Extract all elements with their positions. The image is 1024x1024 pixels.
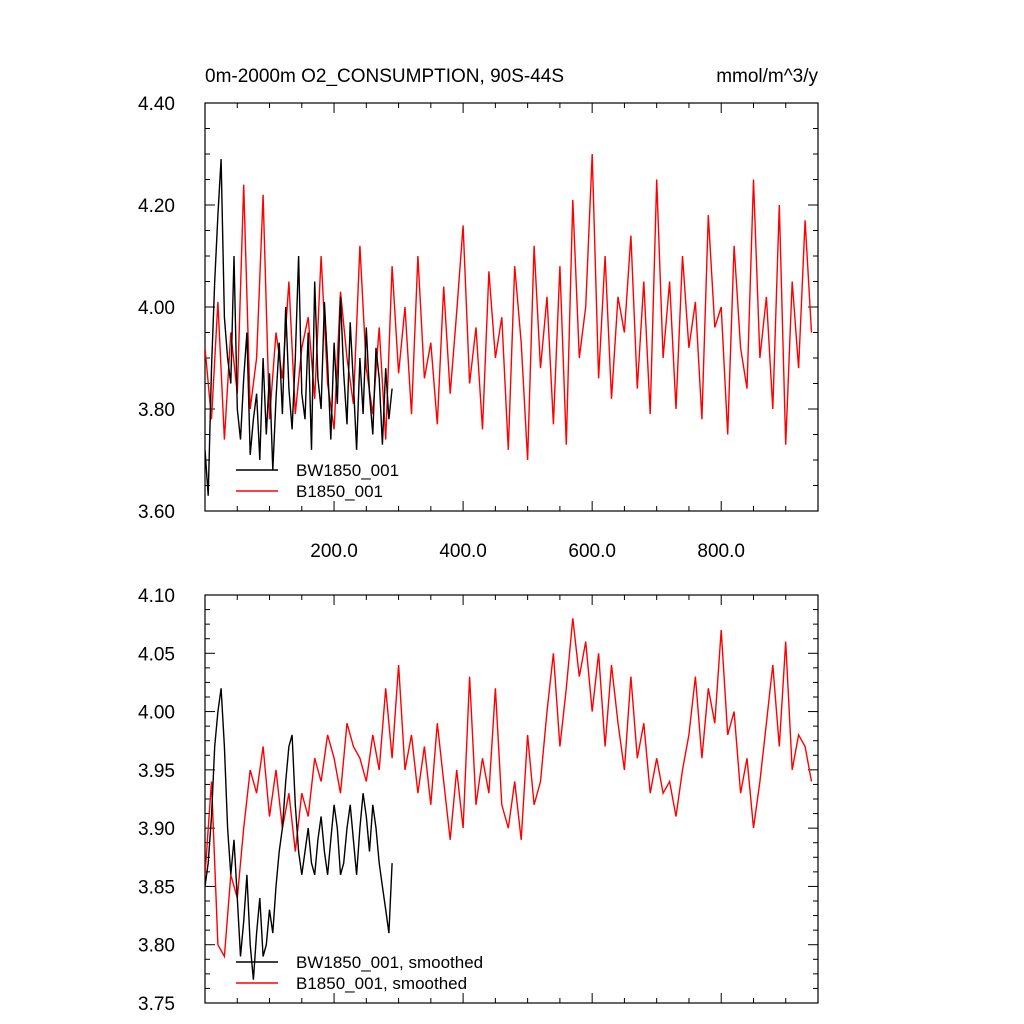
top-ytick-label: 3.60 [138, 502, 175, 523]
top-chart-title: 0m-2000m O2_CONSUMPTION, 90S-44S [205, 66, 564, 87]
top-ytick-label: 4.40 [138, 94, 175, 115]
bottom-panel: 3.75 3.80 3.85 3.90 3.95 4.00 4.05 4.10 BW1850_0… [138, 586, 819, 1015]
bottom-series-red [205, 618, 813, 959]
bottom-ytick-label: 4.05 [138, 644, 175, 665]
bottom-legend-label: B1850_001, smoothed [296, 974, 467, 993]
top-ytick-label: 4.00 [138, 298, 175, 319]
top-ytick-label: 4.20 [138, 196, 175, 217]
bottom-ytick-label: 4.10 [138, 586, 175, 607]
top-xtick-label: 400.0 [439, 541, 487, 562]
top-series-red [205, 153, 813, 461]
top-series-black [205, 159, 393, 496]
bottom-ytick-label: 3.80 [138, 936, 175, 957]
top-legend-label: B1850_001 [296, 482, 383, 501]
bottom-ytick-label: 4.00 [138, 703, 175, 724]
top-xtick-label: 800.0 [697, 541, 745, 562]
top-panel: 0m-2000m O2_CONSUMPTION, 90S-44S mmol/m^… [138, 66, 819, 562]
top-xtick-label: 600.0 [568, 541, 616, 562]
bottom-ytick-label: 3.85 [138, 877, 175, 898]
bottom-series-black [205, 688, 393, 980]
bottom-ytick-label: 3.75 [138, 994, 175, 1015]
bottom-ytick-label: 3.90 [138, 819, 175, 840]
top-chart-units: mmol/m^3/y [716, 66, 818, 87]
bottom-plot-frame [204, 594, 819, 1004]
top-xtick-label: 200.0 [310, 541, 358, 562]
top-legend-label: BW1850_001 [296, 461, 399, 480]
top-ytick-label: 3.80 [138, 400, 175, 421]
bottom-legend-label: BW1850_001, smoothed [296, 953, 483, 972]
bottom-ytick-label: 3.95 [138, 761, 175, 782]
